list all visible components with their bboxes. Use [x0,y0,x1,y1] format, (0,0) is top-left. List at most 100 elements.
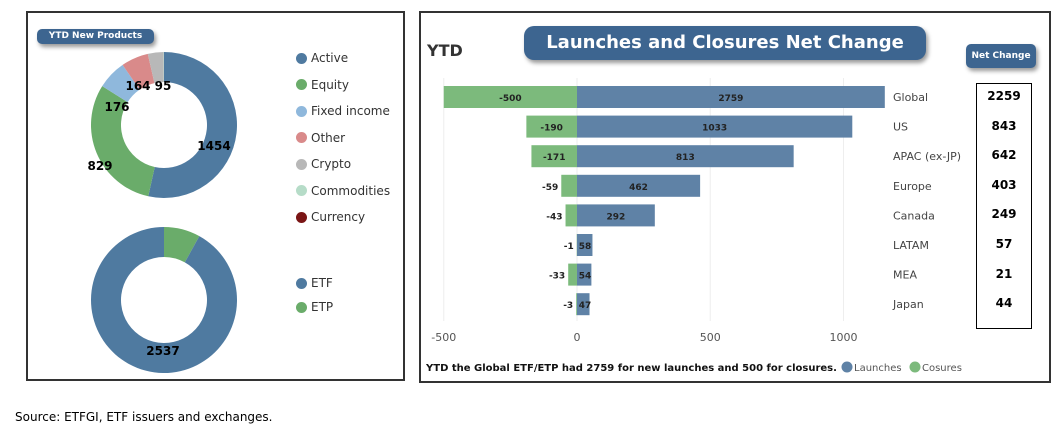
footnote: YTD the Global ETF/ETP had 2759 for new … [425,363,837,374]
slice-other [122,53,155,90]
net-change-value: 403 [991,177,1017,192]
legend-item: Equity [296,72,390,99]
ytd-label: YTD [427,41,463,60]
x-tick-label: -500 [431,331,456,344]
legend-swatch [296,185,307,197]
slice-label: 1454 [197,139,230,153]
legend-label: Commodities [311,183,391,198]
slice-crypto [147,52,164,84]
legend-swatch [909,361,921,373]
bar-launches [577,145,794,168]
legend-item: Currency [296,204,390,231]
bar-closures [565,204,577,227]
legend-item: Active [296,45,390,72]
launches-label: 58 [579,242,592,252]
bar-closures [526,115,577,138]
legend-label: ETP [311,300,334,314]
legend-products: Active Equity Fixed income Other Crypto Commo… [296,45,390,231]
category-label: US [893,121,908,134]
closures-label: -3 [563,301,573,311]
slice-label: 164 [125,79,150,93]
legend-item: Crypto [296,151,390,178]
legend-item: Other [296,125,390,152]
launches-label: 292 [607,212,626,222]
bar-closures [561,174,577,197]
legend-swatch [296,301,307,313]
launches-closures-panel: YTD Launches and Closures Net Change Net… [419,11,1051,383]
legend-swatch [296,277,307,289]
legend-label: Active [311,51,349,66]
slice-active [148,52,237,198]
legend-item: ETP [296,295,333,319]
legend-swatch [296,158,307,170]
slice-label: 95 [155,79,172,93]
net-change-value: 642 [991,148,1017,163]
legend-label: Launches [854,363,902,374]
net-change-box: 2259 843 642 403 249 57 21 44 [976,83,1032,329]
legend-swatch [296,79,307,91]
bar-launches [577,204,655,227]
slice-equity [90,86,155,197]
new-products-panel: YTD New Products 1454829176164952222537 … [26,11,405,381]
bar-launches [577,293,590,316]
bar-closures [576,293,577,316]
chart-title: Launches and Closures Net Change [524,26,926,60]
closures-label: -1 [564,242,574,252]
launches-label: 2759 [718,94,743,104]
legend-item: Fixed income [296,98,390,125]
closures-label: -33 [549,272,565,282]
legend-label: Currency [311,210,366,225]
x-tick-label: 500 [700,331,721,344]
category-label: MEA [893,269,917,282]
net-change-value: 21 [995,266,1013,281]
closures-label: -500 [499,94,522,104]
legend-label: Fixed income [311,104,390,119]
bar-chart: -500 0 500 1000 2759 -500 Global 1033 -190 US 813 -… [425,78,962,374]
closures-label: -59 [542,183,558,193]
net-change-value: 57 [995,237,1013,251]
legend-label: Other [311,130,346,145]
net-change-value: 843 [991,118,1017,133]
legend-item: Commodities [296,178,390,205]
bar-launches [577,115,853,138]
legend-etf-etp: ETF ETP [296,271,333,319]
category-label: Global [893,91,928,104]
new-products-title: YTD New Products [37,29,154,44]
category-label: Europe [893,180,932,193]
bar-closures [443,86,577,108]
legend-swatch [296,132,307,144]
closures-label: -43 [546,212,562,222]
x-tick-label: 1000 [830,331,858,344]
bar-closures [568,263,577,286]
launches-label: 1033 [702,124,727,134]
slice-label: 2537 [146,344,179,358]
legend-swatch [841,361,853,373]
slice-fixed-income [102,64,140,103]
legend-label: Crypto [311,157,352,172]
source-note: Source: ETFGI, ETF issuers and exchanges… [15,410,273,424]
slice-label: 176 [104,100,129,114]
category-label: APAC (ex-JP) [893,150,961,163]
slice-label: 829 [87,159,112,173]
launches-label: 813 [676,153,695,163]
donut-charts: 1454829176164952222537 [87,52,237,373]
net-change-value: 44 [995,296,1013,311]
legend-swatch [296,105,307,117]
legend-swatch [296,211,307,223]
bar-launches [577,174,701,197]
launches-label: 47 [579,301,592,311]
net-change-value: 249 [991,207,1017,222]
bar-launches [577,234,593,256]
bar-launches [577,263,592,286]
net-change-header: Net Change [966,44,1036,68]
launches-label: 462 [629,183,648,193]
category-label: LATAM [893,239,929,252]
legend-swatch [296,52,307,64]
closures-label: -171 [543,153,566,163]
net-change-value: 2259 [987,89,1021,103]
launches-label: 54 [579,272,592,282]
bar-launches [577,86,885,108]
legend-label: ETF [311,276,333,290]
x-tick-label: 0 [574,331,581,344]
legend-label: Equity [311,77,349,92]
